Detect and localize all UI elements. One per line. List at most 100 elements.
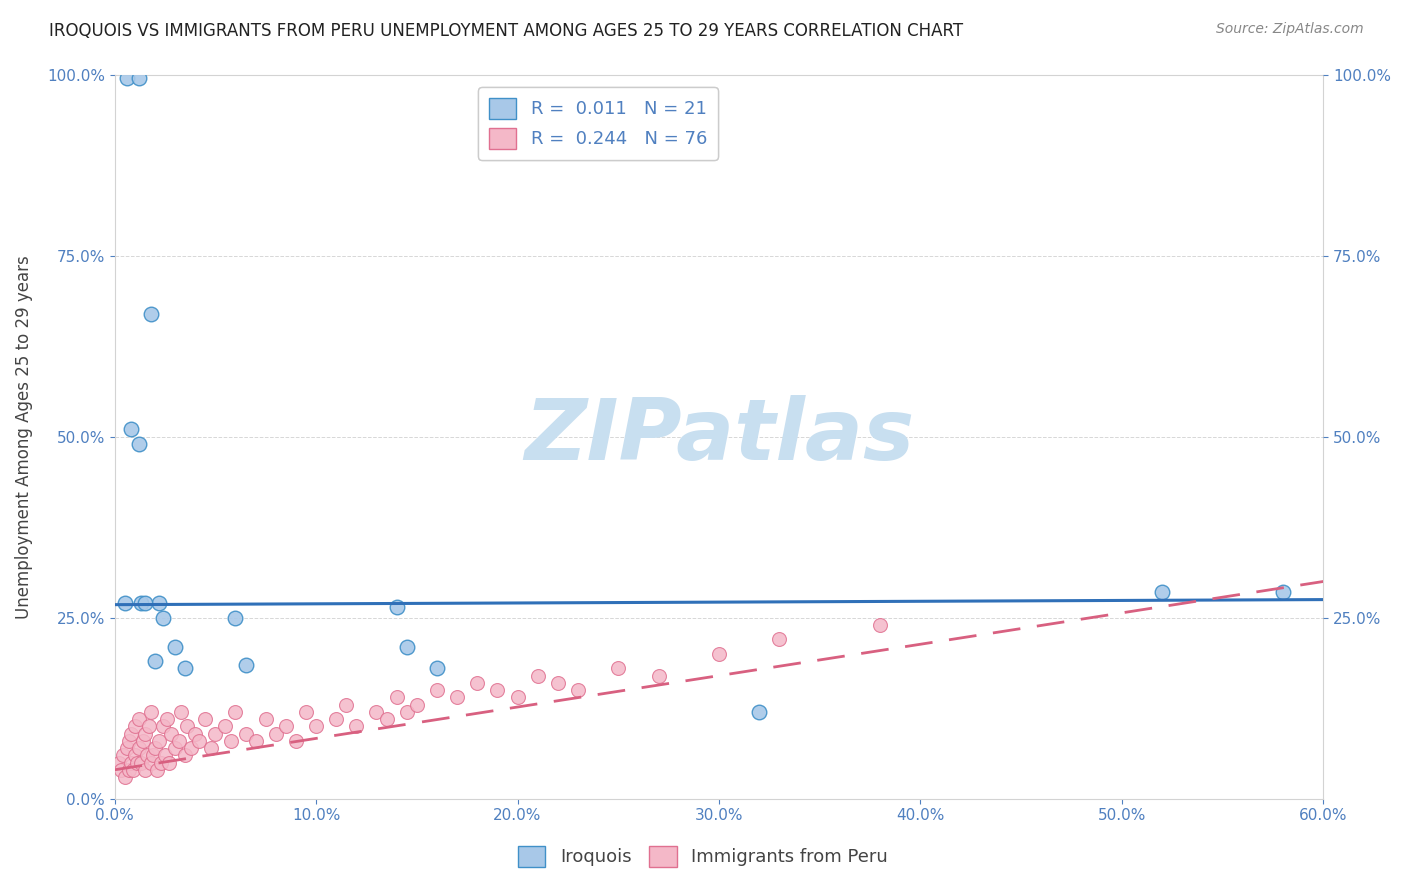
Point <box>120 726 142 740</box>
Point <box>167 734 190 748</box>
Point <box>121 763 143 777</box>
Point <box>118 734 141 748</box>
Point <box>284 734 307 748</box>
Point <box>174 661 197 675</box>
Point <box>128 71 150 86</box>
Point <box>486 683 509 698</box>
Point <box>163 741 186 756</box>
Point <box>214 719 236 733</box>
Point <box>114 596 136 610</box>
Point <box>148 734 170 748</box>
Point <box>139 306 162 320</box>
Point <box>139 756 162 770</box>
Point <box>148 596 170 610</box>
Point <box>264 726 287 740</box>
Point <box>115 71 138 86</box>
Point <box>254 712 277 726</box>
Point <box>1272 585 1295 599</box>
Point <box>114 770 136 784</box>
Point <box>707 647 730 661</box>
Point <box>134 763 156 777</box>
Point <box>188 734 211 748</box>
Point <box>125 756 148 770</box>
Point <box>163 640 186 654</box>
Point <box>129 756 152 770</box>
Point <box>200 741 222 756</box>
Point <box>395 705 418 719</box>
Point <box>120 422 142 436</box>
Point <box>153 748 176 763</box>
Point <box>325 712 347 726</box>
Point <box>180 741 202 756</box>
Point <box>129 596 152 610</box>
Point <box>335 698 357 712</box>
Point <box>135 748 157 763</box>
Point <box>156 712 179 726</box>
Point <box>221 734 243 748</box>
Point <box>184 726 207 740</box>
Point <box>547 676 569 690</box>
Point <box>143 654 166 668</box>
Point <box>138 719 160 733</box>
Point <box>170 705 193 719</box>
Legend: Iroquois, Immigrants from Peru: Iroquois, Immigrants from Peru <box>510 838 896 874</box>
Point <box>647 668 669 682</box>
Point <box>224 610 246 624</box>
Point <box>139 705 162 719</box>
Point <box>142 748 165 763</box>
Point <box>395 640 418 654</box>
Point <box>607 661 630 675</box>
Point <box>115 741 138 756</box>
Point <box>748 705 770 719</box>
Point <box>128 437 150 451</box>
Point <box>235 726 257 740</box>
Point <box>274 719 297 733</box>
Point <box>344 719 367 733</box>
Point <box>120 756 142 770</box>
Point <box>157 756 180 770</box>
Point <box>152 610 174 624</box>
Point <box>107 756 129 770</box>
Point <box>506 690 529 705</box>
Point <box>465 676 488 690</box>
Text: ZIPatlas: ZIPatlas <box>524 395 914 478</box>
Point <box>446 690 468 705</box>
Point <box>375 712 398 726</box>
Point <box>134 596 156 610</box>
Point <box>124 719 146 733</box>
Point <box>132 734 155 748</box>
Point <box>194 712 217 726</box>
Point <box>366 705 388 719</box>
Point <box>118 763 141 777</box>
Text: IROQUOIS VS IMMIGRANTS FROM PERU UNEMPLOYMENT AMONG AGES 25 TO 29 YEARS CORRELAT: IROQUOIS VS IMMIGRANTS FROM PERU UNEMPLO… <box>49 22 963 40</box>
Text: Source: ZipAtlas.com: Source: ZipAtlas.com <box>1216 22 1364 37</box>
Point <box>295 705 318 719</box>
Point <box>869 618 891 632</box>
Point <box>149 756 172 770</box>
Point <box>245 734 267 748</box>
Point <box>134 726 156 740</box>
Y-axis label: Unemployment Among Ages 25 to 29 years: Unemployment Among Ages 25 to 29 years <box>15 255 32 618</box>
Point <box>224 705 246 719</box>
Point <box>405 698 427 712</box>
Point <box>174 748 197 763</box>
Point <box>128 741 150 756</box>
Point <box>385 599 408 614</box>
Point <box>305 719 328 733</box>
Point <box>1152 585 1174 599</box>
Point <box>204 726 226 740</box>
Point <box>176 719 198 733</box>
Point <box>111 748 134 763</box>
Point <box>385 690 408 705</box>
Point <box>160 726 183 740</box>
Point <box>143 741 166 756</box>
Point <box>235 657 257 672</box>
Point <box>526 668 548 682</box>
Legend: R =  0.011   N = 21, R =  0.244   N = 76: R = 0.011 N = 21, R = 0.244 N = 76 <box>478 87 718 160</box>
Point <box>426 683 449 698</box>
Point <box>128 712 150 726</box>
Point <box>426 661 449 675</box>
Point <box>124 748 146 763</box>
Point <box>768 632 790 647</box>
Point <box>110 763 132 777</box>
